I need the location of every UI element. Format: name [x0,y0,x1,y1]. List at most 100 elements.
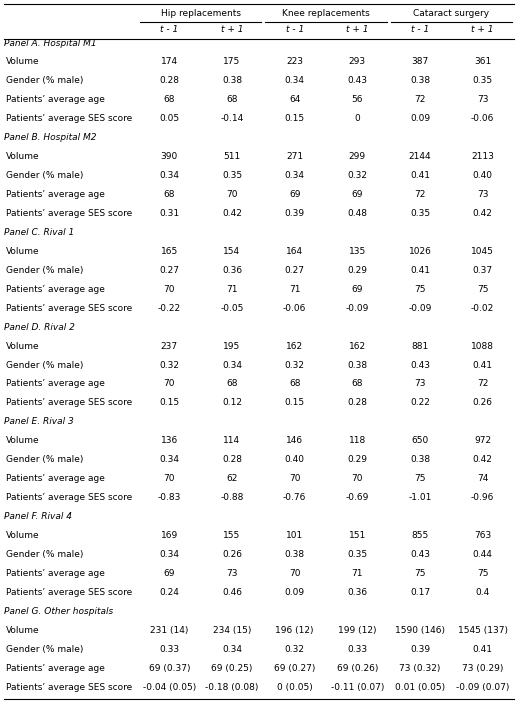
Text: 70: 70 [164,474,175,483]
Text: 71: 71 [226,285,238,294]
Text: 74: 74 [477,474,488,483]
Text: 75: 75 [414,569,426,578]
Text: 0.09: 0.09 [410,114,430,123]
Text: Volume: Volume [6,342,39,350]
Text: t - 1: t - 1 [285,26,304,34]
Text: 0.35: 0.35 [347,550,367,559]
Text: 69 (0.27): 69 (0.27) [274,664,315,673]
Text: 0.35: 0.35 [472,76,493,85]
Text: 972: 972 [474,436,491,445]
Text: 0.15: 0.15 [284,399,305,407]
Text: 390: 390 [161,152,178,161]
Text: Panel A. Hospital M1: Panel A. Hospital M1 [4,38,97,48]
Text: 162: 162 [286,342,303,350]
Text: 299: 299 [349,152,366,161]
Text: 0.17: 0.17 [410,588,430,597]
Text: 0: 0 [354,114,360,123]
Text: t + 1: t + 1 [346,26,369,34]
Text: -0.11 (0.07): -0.11 (0.07) [330,683,384,691]
Text: -0.06: -0.06 [471,114,494,123]
Text: 1088: 1088 [471,342,494,350]
Text: Panel B. Hospital M2: Panel B. Hospital M2 [4,133,96,142]
Text: 0.34: 0.34 [160,455,179,464]
Text: 101: 101 [286,531,304,540]
Text: 0.32: 0.32 [348,171,367,180]
Text: 881: 881 [411,342,428,350]
Text: Patients’ average age: Patients’ average age [6,379,105,389]
Text: Gender (% male): Gender (% male) [6,171,83,180]
Text: 0.12: 0.12 [222,399,242,407]
Text: t - 1: t - 1 [160,26,179,34]
Text: 0.29: 0.29 [348,455,367,464]
Text: 70: 70 [164,285,175,294]
Text: Panel C. Rival 1: Panel C. Rival 1 [4,228,74,237]
Text: Volume: Volume [6,626,39,634]
Text: -0.06: -0.06 [283,304,306,313]
Text: 165: 165 [161,247,178,256]
Text: 0.38: 0.38 [410,455,430,464]
Text: Volume: Volume [6,58,39,66]
Text: 0.43: 0.43 [410,360,430,370]
Text: Gender (% male): Gender (% male) [6,455,83,464]
Text: 0 (0.05): 0 (0.05) [277,683,312,691]
Text: 64: 64 [289,95,300,105]
Text: 175: 175 [223,58,241,66]
Text: 69: 69 [289,190,300,199]
Text: 0.37: 0.37 [472,266,493,275]
Text: Cataract surgery: Cataract surgery [413,9,490,19]
Text: 70: 70 [289,569,300,578]
Text: Gender (% male): Gender (% male) [6,644,83,654]
Text: Patients’ average age: Patients’ average age [6,95,105,105]
Text: -0.09: -0.09 [408,304,431,313]
Text: -0.05: -0.05 [220,304,243,313]
Text: Panel G. Other hospitals: Panel G. Other hospitals [4,607,113,616]
Text: 0.38: 0.38 [222,76,242,85]
Text: -0.14: -0.14 [220,114,243,123]
Text: Volume: Volume [6,152,39,161]
Text: t + 1: t + 1 [471,26,494,34]
Text: t - 1: t - 1 [411,26,429,34]
Text: 1545 (137): 1545 (137) [458,626,508,634]
Text: -0.22: -0.22 [158,304,181,313]
Text: -0.04 (0.05): -0.04 (0.05) [142,683,196,691]
Text: 0.38: 0.38 [284,550,305,559]
Text: -0.18 (0.08): -0.18 (0.08) [205,683,258,691]
Text: 0.05: 0.05 [159,114,179,123]
Text: 72: 72 [477,379,488,389]
Text: Patients’ average age: Patients’ average age [6,569,105,578]
Text: 75: 75 [414,285,426,294]
Text: 169: 169 [161,531,178,540]
Text: 0.36: 0.36 [222,266,242,275]
Text: 114: 114 [223,436,240,445]
Text: 1590 (146): 1590 (146) [395,626,445,634]
Text: 68: 68 [164,190,175,199]
Text: -1.01: -1.01 [408,493,431,502]
Text: 0.33: 0.33 [347,644,367,654]
Text: Panel F. Rival 4: Panel F. Rival 4 [4,512,72,521]
Text: 69: 69 [164,569,175,578]
Text: Volume: Volume [6,247,39,256]
Text: -0.09: -0.09 [346,304,369,313]
Text: 72: 72 [414,190,426,199]
Text: 0.40: 0.40 [472,171,493,180]
Text: 0.42: 0.42 [222,209,242,218]
Text: 0.34: 0.34 [222,644,242,654]
Text: 73: 73 [414,379,426,389]
Text: 0.22: 0.22 [410,399,430,407]
Text: 68: 68 [226,95,238,105]
Text: Knee replacements: Knee replacements [282,9,370,19]
Text: 2144: 2144 [409,152,431,161]
Text: 0.26: 0.26 [222,550,242,559]
Text: t + 1: t + 1 [221,26,243,34]
Text: 0.33: 0.33 [159,644,179,654]
Text: 231 (14): 231 (14) [150,626,189,634]
Text: 511: 511 [223,152,241,161]
Text: 136: 136 [161,436,178,445]
Text: -0.96: -0.96 [471,493,494,502]
Text: 0.36: 0.36 [347,588,367,597]
Text: 0.28: 0.28 [348,399,367,407]
Text: 0.34: 0.34 [222,360,242,370]
Text: 0.44: 0.44 [473,550,493,559]
Text: 0.15: 0.15 [284,114,305,123]
Text: 135: 135 [349,247,366,256]
